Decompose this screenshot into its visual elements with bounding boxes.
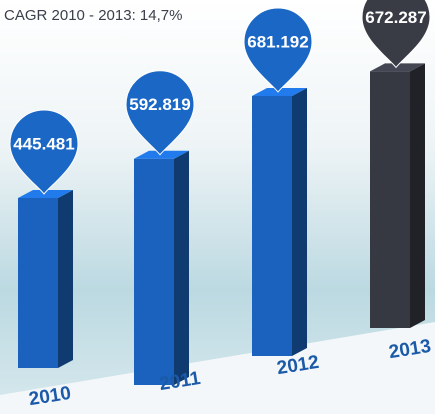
floor	[0, 322, 435, 414]
bar	[252, 96, 292, 356]
pin	[125, 70, 195, 156]
bar-top	[18, 189, 73, 198]
bar-top	[370, 63, 425, 72]
bar-side	[292, 88, 307, 356]
bar	[370, 71, 410, 328]
value-label: 681.192	[247, 32, 308, 51]
bar	[134, 158, 174, 385]
bar-side	[410, 63, 425, 328]
value-label: 592.819	[129, 95, 190, 114]
value-label: 445.481	[13, 134, 74, 153]
pin	[361, 0, 431, 69]
bar-side	[58, 189, 73, 368]
bar-side	[174, 150, 189, 385]
value-label: 672.287	[365, 8, 426, 27]
chart-title: CAGR 2010 - 2013: 14,7%	[4, 7, 182, 24]
bar	[18, 197, 58, 368]
pin	[9, 109, 79, 195]
pin	[243, 7, 313, 93]
bar-top	[134, 150, 189, 159]
bar-top	[252, 88, 307, 96]
